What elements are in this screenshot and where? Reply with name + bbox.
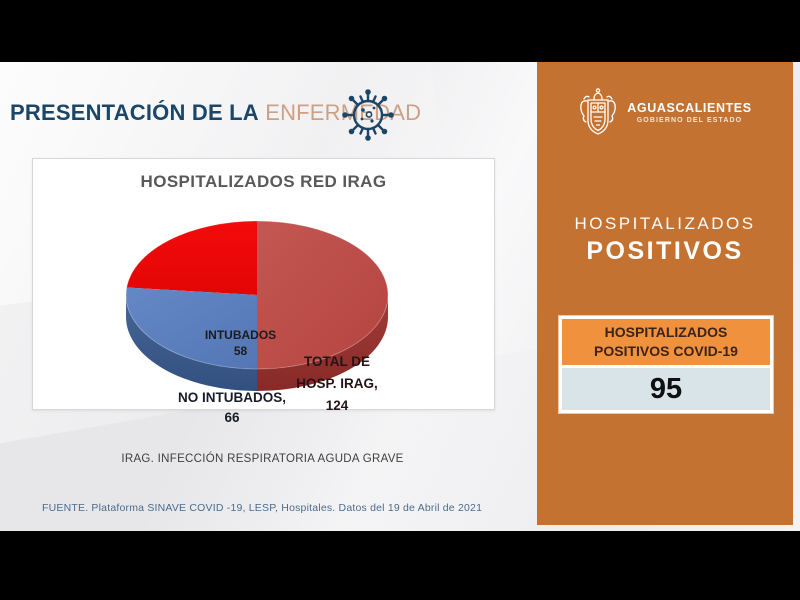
pie-slice-total	[257, 221, 388, 369]
government-subtitle: GOBIERNO DEL ESTADO	[636, 116, 743, 124]
chart-title: HOSPITALIZADOS RED IRAG	[140, 172, 387, 191]
page-title-primary: PRESENTACIÓN DE LA	[10, 100, 259, 125]
pie-side-blue	[126, 295, 257, 391]
pie-slice-no-intubados	[126, 287, 258, 369]
virus-icon	[342, 89, 394, 141]
panel-heading: HOSPITALIZADOS POSITIVOS	[537, 214, 793, 266]
pie-slice-intubados	[126, 221, 257, 295]
pie-label-intubados: INTUBADOS 58	[178, 327, 303, 359]
stat-card-label: HOSPITALIZADOS POSITIVOS COVID-19	[562, 319, 770, 365]
pie-label-no-intubados-name: NO INTUBADOS,	[178, 390, 286, 405]
abbreviation-note: IRAG. INFECCIÓN RESPIRATORIA AGUDA GRAVE	[121, 453, 404, 465]
government-name: AGUASCALIENTES	[627, 100, 752, 115]
state-crest-icon	[580, 88, 617, 135]
pie-label-no-intubados: NO INTUBADOS, 66	[161, 388, 303, 428]
pie-label-intubados-value: 58	[233, 344, 248, 358]
slide-canvas: PRESENTACIÓN DE LA ENFERMEDAD	[0, 62, 800, 531]
stat-card-label-line2: POSITIVOS COVID-19	[594, 343, 738, 359]
panel-heading-line2: POSITIVOS	[586, 237, 744, 265]
pie-label-intubados-name: INTUBADOS	[204, 328, 277, 342]
pie-label-total-line2: HOSP. IRAG,	[296, 376, 378, 391]
page-title-secondary: ENFERMEDAD	[265, 100, 422, 125]
pie-label-total-value: 124	[325, 398, 349, 413]
government-name-block: AGUASCALIENTES GOBIERNO DEL ESTADO	[627, 101, 751, 124]
panel-heading-line1: HOSPITALIZADOS	[574, 214, 756, 233]
pie-label-total-line1: TOTAL DE	[303, 354, 370, 369]
pie-label-total: TOTAL DE HOSP. IRAG, 124	[267, 351, 407, 417]
chart-container: HOSPITALIZADOS RED IRAG	[32, 158, 495, 425]
stat-card-value: 95	[562, 368, 770, 410]
pie-label-no-intubados-value: 66	[224, 410, 240, 425]
pie-side-maroon	[257, 295, 388, 391]
stat-card-label-line1: HOSPITALIZADOS	[604, 324, 728, 340]
source-note: FUENTE. Plataforma SINAVE COVID -19, LES…	[42, 502, 483, 514]
page-title: PRESENTACIÓN DE LA ENFERMEDAD	[10, 100, 421, 126]
pie-chart	[125, 220, 389, 391]
stat-card: HOSPITALIZADOS POSITIVOS COVID-19 95	[558, 315, 774, 414]
government-logo: AGUASCALIENTES GOBIERNO DEL ESTADO	[537, 86, 793, 138]
sidebar-panel: AGUASCALIENTES GOBIERNO DEL ESTADO HOSPI…	[537, 62, 793, 525]
